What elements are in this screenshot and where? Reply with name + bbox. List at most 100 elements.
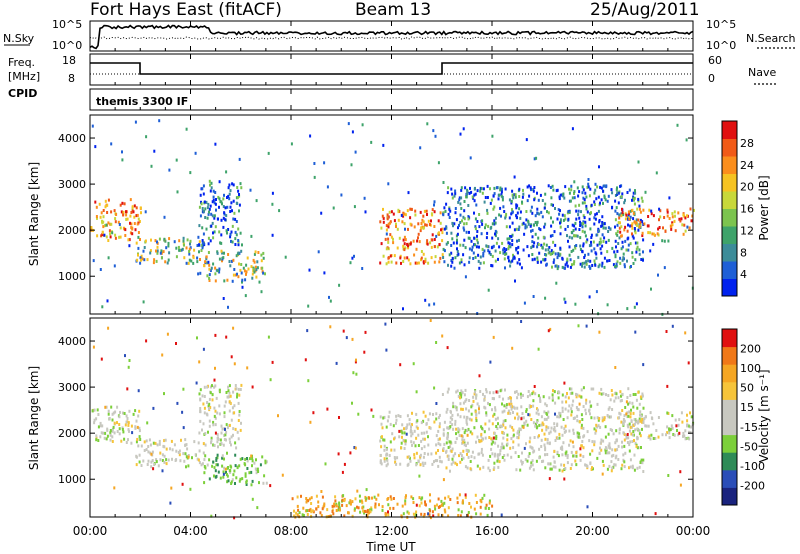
power-echo-cell bbox=[100, 234, 103, 238]
power-echo-cell bbox=[487, 224, 490, 228]
power-echo-cell bbox=[511, 193, 514, 197]
velocity-echo-cell bbox=[593, 416, 596, 420]
power-echo-cell bbox=[599, 240, 602, 244]
power-echo-cell bbox=[207, 236, 210, 240]
power-echo-cell bbox=[150, 238, 152, 242]
velocity-echo-cell bbox=[626, 396, 629, 399]
power-echo-cell bbox=[244, 278, 247, 282]
velocity-echo-cell bbox=[602, 463, 605, 467]
power-echo-cell bbox=[436, 245, 439, 249]
velocity-echo-cell bbox=[259, 463, 262, 467]
velocity-noise-cell bbox=[385, 348, 388, 352]
velocity-echo-cell bbox=[447, 495, 450, 499]
power-noise-cell bbox=[150, 164, 153, 168]
power-echo-cell bbox=[491, 245, 494, 249]
velocity-echo-cell bbox=[232, 473, 235, 477]
velocity-noise-cell bbox=[152, 406, 155, 410]
velocity-echo-cell bbox=[241, 457, 244, 461]
power-echo-cell bbox=[182, 239, 185, 243]
velocity-echo-cell bbox=[591, 466, 593, 470]
power-echo-cell bbox=[510, 199, 513, 203]
velocity-noise-cell bbox=[440, 499, 443, 503]
velocity-echo-cell bbox=[564, 429, 567, 433]
velocity-noise-cell bbox=[679, 470, 682, 474]
velocity-ytick-label: 1000 bbox=[58, 473, 86, 486]
power-echo-cell bbox=[114, 217, 117, 221]
velocity-noise-cell bbox=[182, 426, 185, 430]
velocity-echo-cell bbox=[315, 494, 318, 498]
velocity-echo-cell bbox=[543, 417, 546, 421]
power-noise-cell bbox=[437, 161, 440, 165]
power-echo-cell bbox=[670, 225, 673, 229]
power-noise-cell bbox=[658, 207, 661, 211]
velocity-echo-cell bbox=[527, 390, 530, 393]
power-echo-cell bbox=[212, 231, 214, 235]
power-echo-cell bbox=[114, 236, 117, 240]
velocity-echo-cell bbox=[644, 424, 647, 428]
velocity-echo-cell bbox=[630, 432, 633, 436]
velocity-echo-cell bbox=[501, 442, 504, 446]
velocity-echo-cell bbox=[488, 391, 491, 395]
velocity-echo-cell bbox=[569, 467, 572, 470]
velocity-echo-cell bbox=[423, 445, 426, 449]
velocity-echo-cell bbox=[585, 401, 588, 405]
power-echo-cell bbox=[515, 227, 518, 231]
velocity-echo-cell bbox=[475, 440, 477, 444]
velocity-noise-cell bbox=[678, 431, 681, 435]
power-echo-cell bbox=[155, 259, 158, 263]
velocity-echo-cell bbox=[451, 417, 454, 421]
velocity-echo-cell bbox=[593, 427, 596, 431]
velocity-echo-cell bbox=[681, 420, 684, 424]
power-echo-cell bbox=[129, 198, 132, 202]
power-echo-cell bbox=[262, 256, 265, 260]
power-echo-cell bbox=[530, 188, 532, 192]
power-echo-cell bbox=[468, 236, 471, 240]
power-echo-cell bbox=[581, 249, 584, 253]
power-echo-cell bbox=[246, 256, 249, 260]
power-echo-cell bbox=[611, 246, 614, 250]
velocity-echo-cell bbox=[490, 437, 493, 441]
velocity-echo-cell bbox=[542, 459, 545, 463]
power-echo-cell bbox=[105, 235, 108, 239]
velocity-echo-cell bbox=[505, 406, 508, 409]
station-title: Fort Hays East (fitACF) bbox=[90, 0, 282, 20]
power-echo-cell bbox=[615, 188, 618, 192]
velocity-echo-cell bbox=[91, 409, 94, 413]
power-echo-cell bbox=[143, 246, 146, 249]
velocity-echo-cell bbox=[543, 410, 546, 414]
velocity-echo-cell bbox=[578, 435, 581, 439]
power-echo-cell bbox=[473, 187, 476, 191]
velocity-echo-cell bbox=[525, 419, 528, 423]
velocity-echo-cell bbox=[214, 384, 217, 388]
power-echo-cell bbox=[689, 207, 692, 211]
power-echo-cell bbox=[441, 253, 444, 257]
velocity-echo-cell bbox=[605, 393, 607, 397]
power-noise-cell bbox=[165, 246, 168, 250]
power-echo-cell bbox=[595, 212, 598, 216]
power-echo-cell bbox=[223, 211, 226, 215]
cpid-label: CPID bbox=[8, 87, 37, 100]
velocity-echo-cell bbox=[599, 425, 602, 429]
power-echo-cell bbox=[203, 264, 206, 268]
power-echo-cell bbox=[459, 221, 462, 224]
power-echo-cell bbox=[450, 244, 453, 247]
velocity-echo-cell bbox=[361, 501, 364, 505]
power-echo-cell bbox=[590, 240, 592, 244]
power-echo-cell bbox=[631, 255, 634, 259]
power-noise-cell bbox=[121, 158, 124, 162]
velocity-echo-cell bbox=[402, 512, 405, 516]
power-echo-cell bbox=[593, 200, 596, 204]
velocity-echo-cell bbox=[456, 413, 459, 417]
power-echo-cell bbox=[629, 242, 632, 246]
power-echo-cell bbox=[419, 210, 422, 214]
velocity-noise-cell bbox=[527, 413, 530, 417]
power-noise-cell bbox=[278, 209, 281, 213]
velocity-echo-cell bbox=[93, 421, 96, 425]
velocity-echo-cell bbox=[227, 479, 230, 483]
power-echo-cell bbox=[593, 222, 596, 226]
velocity-echo-cell bbox=[609, 428, 612, 432]
power-echo-cell bbox=[481, 191, 484, 195]
power-echo-cell bbox=[584, 253, 586, 257]
velocity-echo-cell bbox=[541, 460, 543, 463]
power-echo-cell bbox=[476, 220, 479, 223]
